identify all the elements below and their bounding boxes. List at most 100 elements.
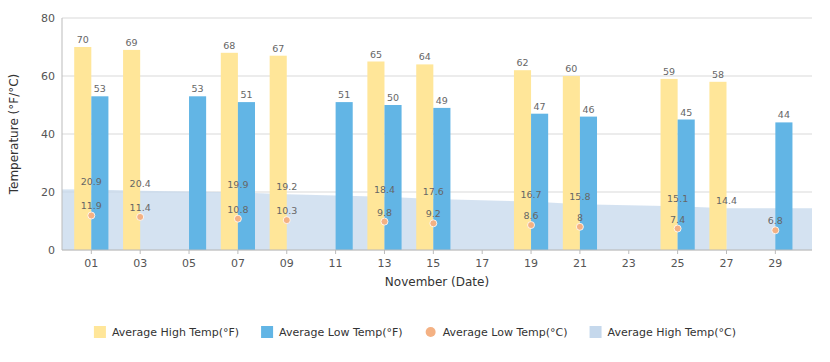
- x-tick: [531, 250, 532, 254]
- x-tick: [433, 250, 434, 254]
- point: [283, 217, 290, 224]
- grid-line: [62, 76, 812, 77]
- bar: [336, 102, 353, 250]
- data-label: 17.6: [423, 186, 444, 197]
- point: [772, 227, 779, 234]
- x-tick-label: 13: [377, 257, 391, 270]
- legend-item: Average Low Temp(°C): [426, 326, 568, 339]
- data-label: 46: [582, 104, 594, 115]
- data-label: 7.4: [670, 214, 685, 225]
- bar: [384, 105, 401, 250]
- bar: [531, 114, 548, 250]
- data-label: 20.9: [81, 176, 102, 187]
- marks: [62, 47, 812, 250]
- data-label: 11.9: [81, 200, 102, 211]
- data-label: 47: [534, 101, 546, 112]
- bar: [74, 47, 91, 250]
- point: [381, 218, 388, 225]
- area-extension: [726, 208, 812, 250]
- legend-item: Average High Temp(°C): [590, 326, 737, 339]
- bar: [238, 102, 255, 250]
- legend-label: Average High Temp(°F): [112, 326, 239, 339]
- x-tick: [628, 250, 629, 254]
- x-tick: [482, 250, 483, 254]
- legend: Average High Temp(°F) Average Low Temp(°F…: [94, 326, 736, 339]
- x-tick: [286, 250, 287, 254]
- point: [430, 220, 437, 227]
- point: [137, 213, 144, 220]
- y-tick-label: 80: [41, 12, 55, 25]
- x-tick: [237, 250, 238, 254]
- legend-item: Average Low Temp(°F): [261, 326, 403, 339]
- data-label: 18.4: [374, 184, 395, 195]
- grid-line: [62, 18, 812, 19]
- data-label: 9.8: [377, 207, 392, 218]
- bar: [580, 117, 597, 250]
- x-axis-line: [62, 250, 812, 251]
- x-axis-label: November (Date): [385, 275, 489, 289]
- data-label: 51: [338, 89, 350, 100]
- axes: 010305070911131517192123252729020406080N…: [7, 12, 812, 289]
- point: [234, 215, 241, 222]
- data-label: 14.4: [716, 195, 737, 206]
- data-label: 10.8: [227, 204, 248, 215]
- chart: 20.920.419.919.218.417.616.715.815.114.4…: [0, 0, 830, 362]
- legend-swatch: [590, 326, 602, 338]
- point: [528, 222, 535, 229]
- x-tick: [677, 250, 678, 254]
- legend-item: Average High Temp(°F): [94, 326, 239, 339]
- point: [674, 225, 681, 232]
- x-tick: [726, 250, 727, 254]
- point: [576, 223, 583, 230]
- data-label: 51: [240, 89, 252, 100]
- x-tick-label: 25: [671, 257, 685, 270]
- x-tick: [91, 250, 92, 254]
- x-tick: [140, 250, 141, 254]
- data-label: 65: [370, 49, 382, 60]
- data-label: 19.9: [227, 179, 248, 190]
- data-labels: 20.920.419.919.218.417.616.715.815.114.4…: [77, 34, 790, 226]
- data-label: 67: [272, 43, 284, 54]
- legend-swatch: [261, 326, 273, 338]
- x-tick: [384, 250, 385, 254]
- data-label: 8.6: [524, 210, 539, 221]
- data-label: 20.4: [130, 178, 151, 189]
- y-tick-label: 60: [41, 70, 55, 83]
- legend-swatch: [426, 327, 436, 337]
- x-tick-label: 07: [231, 257, 245, 270]
- x-tick-label: 27: [719, 257, 733, 270]
- grid-line: [62, 250, 812, 251]
- data-label: 6.8: [768, 215, 783, 226]
- area: [91, 189, 726, 250]
- y-tick-label: 40: [41, 128, 55, 141]
- legend-label: Average Low Temp(°F): [279, 326, 403, 339]
- data-label: 50: [387, 92, 399, 103]
- x-tick-label: 09: [280, 257, 294, 270]
- data-label: 64: [419, 51, 431, 62]
- bar: [433, 108, 450, 250]
- data-label: 53: [192, 83, 204, 94]
- data-label: 69: [126, 37, 138, 48]
- data-label: 15.8: [569, 191, 590, 202]
- bar-series: [74, 47, 726, 250]
- x-tick-label: 21: [573, 257, 587, 270]
- y-tick-label: 0: [48, 244, 55, 257]
- bar-series: [91, 96, 792, 250]
- data-label: 59: [663, 66, 675, 77]
- data-label: 45: [680, 107, 692, 118]
- x-tick-label: 05: [182, 257, 196, 270]
- y-axis-line: [62, 18, 63, 250]
- point: [88, 212, 95, 219]
- bar: [91, 96, 108, 250]
- x-tick-label: 11: [329, 257, 343, 270]
- data-label: 11.4: [130, 202, 151, 213]
- data-label: 19.2: [276, 181, 297, 192]
- y-tick-label: 20: [41, 186, 55, 199]
- data-label: 8: [577, 212, 583, 223]
- bar: [123, 50, 140, 250]
- x-tick-label: 19: [524, 257, 538, 270]
- data-label: 62: [516, 57, 528, 68]
- x-tick-label: 03: [133, 257, 147, 270]
- legend-label: Average Low Temp(°C): [443, 326, 568, 339]
- data-label: 15.1: [667, 193, 688, 204]
